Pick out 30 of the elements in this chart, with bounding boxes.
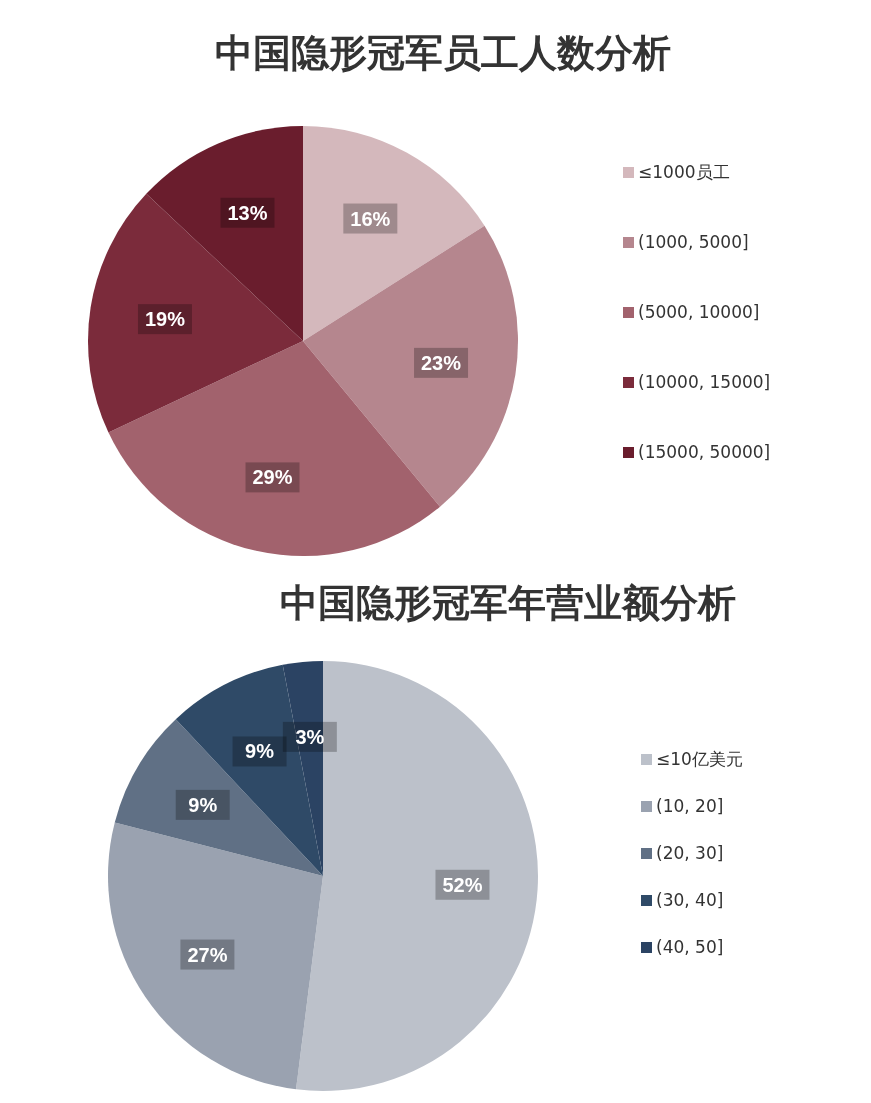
- legend-label: (5000, 10000]: [638, 302, 760, 322]
- pie-slice: [108, 822, 323, 1090]
- pie-slice: [303, 225, 518, 507]
- pie-slice: [296, 661, 538, 1091]
- chart-title: 中国隐形冠军员工人数分析: [215, 31, 671, 75]
- data-label: 9%: [188, 793, 218, 816]
- data-label: 13%: [227, 201, 268, 224]
- legend-label: (15000, 50000]: [638, 442, 771, 462]
- legend-label: (1000, 5000]: [638, 232, 749, 252]
- pie-slice: [303, 126, 485, 341]
- pie-slice: [146, 126, 303, 341]
- legend-label: (20, 30]: [656, 843, 724, 863]
- pie-slice: [114, 719, 323, 876]
- legend-label: (40, 50]: [656, 937, 724, 957]
- data-label: 52%: [442, 873, 483, 896]
- pie-slice: [175, 664, 323, 876]
- data-label: 9%: [245, 740, 275, 763]
- data-label: 3%: [295, 725, 325, 748]
- chart-title: 中国隐形冠军年营业额分析: [280, 581, 736, 625]
- data-label: 16%: [350, 207, 391, 230]
- data-label: 19%: [144, 308, 186, 331]
- legend-label: (10, 20]: [656, 796, 724, 816]
- legend-label: (10000, 15000]: [638, 372, 771, 392]
- legend-label: (30, 40]: [656, 890, 724, 910]
- data-label: 29%: [252, 466, 293, 489]
- pie-slice: [88, 193, 303, 433]
- data-label: 27%: [187, 943, 228, 966]
- legend-label: ≤1000员工: [638, 162, 730, 182]
- legend-label: ≤10亿美元: [656, 749, 743, 769]
- data-label: 23%: [421, 351, 462, 374]
